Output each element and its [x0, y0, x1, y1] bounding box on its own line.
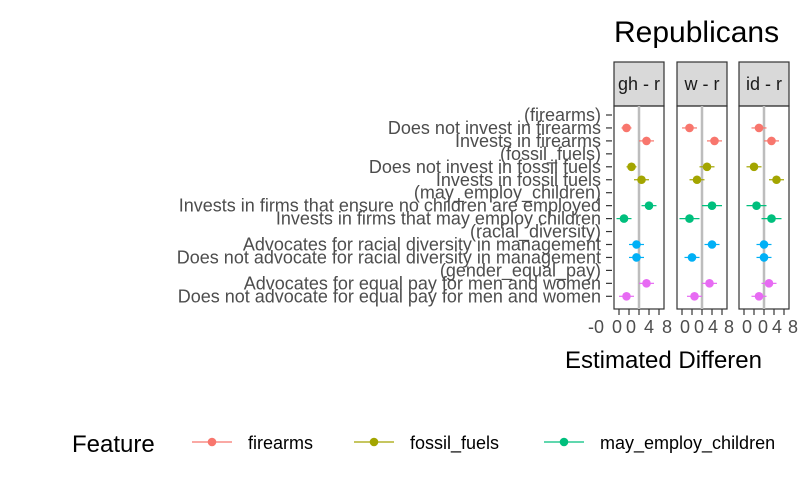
legend-item: may_employ_children [544, 433, 775, 454]
y-tick-label: (firearms) [524, 105, 601, 125]
estimate-point [685, 214, 694, 223]
facet-panel: w - r [676, 61, 728, 315]
legend-key-point [559, 437, 569, 447]
y-tick-label: (gender_equal_pay) [440, 260, 601, 281]
x-tick-label: 0 [680, 317, 690, 337]
estimate-point [632, 253, 641, 262]
estimate-point [687, 253, 697, 262]
y-tick-label: (fossil_fuels) [500, 144, 601, 165]
estimate-point [627, 162, 636, 172]
estimate-point [642, 136, 651, 146]
facet-strip-label: id - r [746, 74, 782, 94]
estimate-point [632, 240, 641, 249]
estimate-point [707, 240, 717, 249]
x-tick-label: 0 [742, 317, 752, 337]
x-tick-label: 0 [612, 317, 622, 337]
x-tick-label: 4 [772, 317, 782, 337]
estimate-point [752, 201, 761, 210]
x-tick-label: 4 [708, 317, 718, 337]
estimate-point [772, 175, 781, 185]
estimate-point [707, 201, 717, 210]
x-tick-labels: -0 0 0 4 8 0 0 4 8 0 0 4 8 [588, 317, 798, 337]
facet-panel: id - r [738, 61, 790, 315]
y-tick-label: Advocates for racial diversity in manage… [243, 235, 601, 255]
y-tick-label: (racial_diversity) [470, 222, 601, 243]
estimate-point [690, 292, 699, 301]
estimate-point [619, 214, 629, 223]
x-axis-title: Estimated Differen [565, 347, 762, 374]
estimate-point [767, 214, 776, 223]
estimate-point [767, 136, 776, 146]
facet-strip [738, 61, 790, 107]
legend-label: fossil_fuels [410, 433, 499, 454]
estimate-point [759, 240, 769, 249]
x-tick-label: -0 [588, 317, 604, 337]
x-tick-label: 8 [788, 317, 798, 337]
estimate-point [637, 175, 646, 185]
y-tick-label: Invests in fossil fuels [436, 170, 601, 190]
legend-key-point [207, 437, 217, 447]
y-tick-label: (may_employ_children) [414, 183, 601, 204]
legend-label: firearms [248, 433, 313, 453]
estimate-point [692, 175, 702, 185]
estimate-point [642, 279, 651, 288]
estimate-point [710, 136, 719, 146]
chart-title: Republicans [614, 16, 779, 49]
estimate-point [702, 162, 712, 172]
legend-title: Feature [72, 431, 155, 458]
facet-strip-label: w - r [684, 74, 720, 94]
estimate-point [622, 292, 631, 301]
estimate-point [705, 279, 714, 288]
y-axis-labels: (firearms)Does not invest in firearmsInv… [177, 105, 612, 306]
x-tick-label: 0 [694, 317, 704, 337]
estimate-point [685, 123, 694, 133]
y-tick-label: Does not advocate for racial diversity i… [177, 247, 601, 267]
facet-panel: gh - r [613, 61, 665, 315]
legend-item: fossil_fuels [354, 433, 499, 454]
estimate-point [644, 201, 654, 210]
y-tick-label: Invests in firms that may employ childre… [276, 209, 601, 229]
x-tick-label: 4 [644, 317, 654, 337]
x-tick-label: 0 [626, 317, 636, 337]
y-tick-label: Invests in firms that ensure no children… [179, 196, 601, 216]
legend-item: firearms [192, 433, 313, 453]
facet-strip [613, 61, 665, 107]
legend-key-point [369, 437, 379, 447]
estimate-point [622, 123, 631, 133]
y-tick-label: Does not advocate for equal pay for men … [178, 286, 601, 306]
y-tick-label: Invests in firearms [455, 131, 601, 151]
x-tick-label: 8 [662, 317, 672, 337]
estimate-point [764, 279, 774, 288]
facet-strip-label: gh - r [618, 74, 660, 94]
estimate-point [749, 162, 759, 172]
x-tick-label: 0 [758, 317, 768, 337]
y-tick-label: Does not invest in firearms [388, 118, 601, 138]
estimate-point [759, 253, 769, 262]
x-tick-label: 8 [724, 317, 734, 337]
y-tick-label: Advocates for equal pay for men and wome… [244, 273, 601, 293]
legend: Feature firearms fossil_fuels may_employ_c… [72, 431, 775, 458]
legend-label: may_employ_children [600, 433, 775, 454]
estimate-point [754, 123, 764, 133]
estimate-point [754, 292, 764, 301]
y-tick-label: Does not invest in fossil fuels [369, 157, 601, 177]
